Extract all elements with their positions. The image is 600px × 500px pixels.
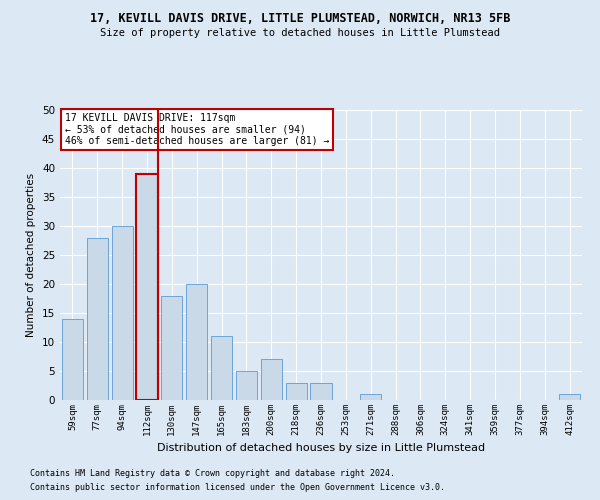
Bar: [62, 319, 83, 400]
Text: 17 KEVILL DAVIS DRIVE: 117sqm
← 53% of detached houses are smaller (94)
46% of s: 17 KEVILL DAVIS DRIVE: 117sqm ← 53% of d…: [65, 113, 329, 146]
Bar: [211, 336, 232, 400]
Text: Contains public sector information licensed under the Open Government Licence v3: Contains public sector information licen…: [30, 484, 445, 492]
Bar: [186, 284, 207, 400]
Bar: [136, 174, 158, 400]
Text: Size of property relative to detached houses in Little Plumstead: Size of property relative to detached ho…: [100, 28, 500, 38]
Bar: [360, 394, 381, 400]
Bar: [112, 226, 133, 400]
Y-axis label: Number of detached properties: Number of detached properties: [26, 173, 37, 337]
X-axis label: Distribution of detached houses by size in Little Plumstead: Distribution of detached houses by size …: [157, 444, 485, 454]
Bar: [87, 238, 108, 400]
Bar: [161, 296, 182, 400]
Bar: [310, 382, 332, 400]
Text: Contains HM Land Registry data © Crown copyright and database right 2024.: Contains HM Land Registry data © Crown c…: [30, 468, 395, 477]
Bar: [559, 394, 580, 400]
Text: 17, KEVILL DAVIS DRIVE, LITTLE PLUMSTEAD, NORWICH, NR13 5FB: 17, KEVILL DAVIS DRIVE, LITTLE PLUMSTEAD…: [90, 12, 510, 26]
Bar: [236, 371, 257, 400]
Bar: [261, 360, 282, 400]
Bar: [286, 382, 307, 400]
